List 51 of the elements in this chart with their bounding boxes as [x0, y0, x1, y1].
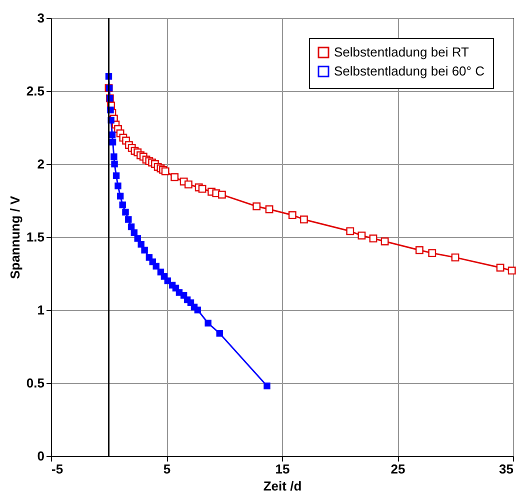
x-tick-label: 15	[275, 462, 290, 476]
point	[138, 240, 144, 248]
point	[216, 330, 223, 337]
point	[264, 382, 270, 390]
point	[122, 208, 129, 216]
point	[380, 237, 389, 246]
point	[161, 167, 170, 176]
point	[110, 153, 118, 160]
point	[218, 190, 226, 199]
point	[369, 234, 378, 242]
point	[134, 235, 141, 242]
point	[194, 306, 202, 314]
point	[184, 180, 192, 188]
point	[508, 266, 516, 275]
legend-label: Selbstentladung bei 60° C	[334, 64, 484, 78]
point	[346, 227, 354, 236]
y-tick-label: 0.5	[26, 376, 44, 390]
point	[170, 173, 179, 182]
point	[451, 253, 460, 262]
point	[265, 205, 274, 214]
x-axis-title: Zeit /d	[263, 478, 302, 494]
point	[496, 264, 504, 272]
point	[114, 182, 122, 190]
y-tick-label: 2.5	[26, 84, 44, 98]
x-tick-label: 35	[499, 462, 514, 476]
legend-label: Selbstentladung bei RT	[334, 44, 469, 60]
point	[111, 160, 118, 168]
point	[358, 232, 366, 240]
point	[141, 246, 148, 254]
point	[288, 211, 296, 220]
point	[198, 184, 206, 193]
point	[204, 320, 212, 326]
y-tick-label: 3	[37, 10, 44, 26]
point	[428, 249, 436, 258]
point	[125, 216, 132, 223]
x-tick-label: -5	[52, 462, 64, 476]
point	[128, 223, 135, 230]
point	[119, 202, 126, 208]
y-axis-title: Spannung / V	[7, 196, 22, 280]
point	[116, 192, 124, 200]
y-tick-label: 2	[37, 156, 44, 172]
x-tick-label: 25	[390, 462, 406, 476]
y-tick-label: 0	[37, 448, 44, 464]
y-tick-label: 1.5	[26, 230, 44, 244]
x-tick-label: 5	[163, 462, 171, 476]
point	[112, 172, 120, 180]
point	[300, 216, 308, 224]
point	[109, 138, 116, 146]
y-tick-label: 1	[37, 302, 44, 318]
point	[252, 202, 261, 210]
point	[415, 246, 424, 254]
